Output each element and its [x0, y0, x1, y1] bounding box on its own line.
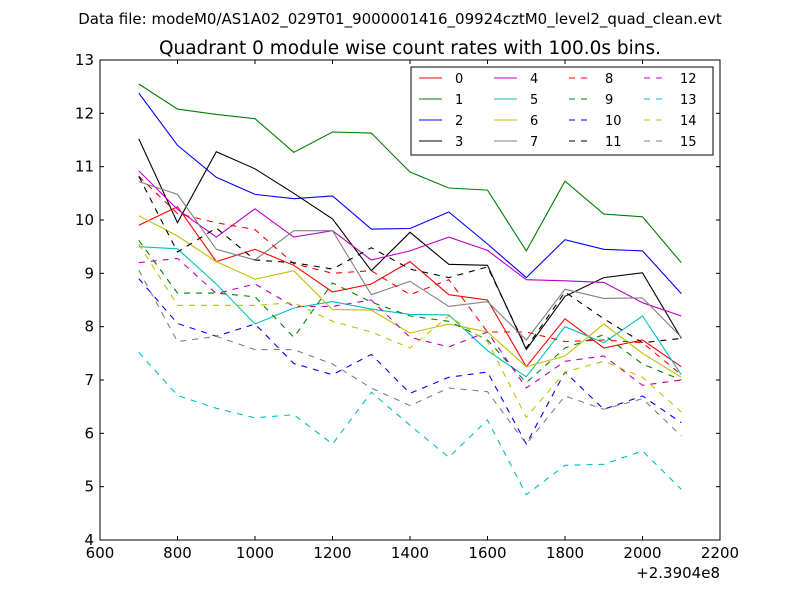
series-line-9: [138, 239, 682, 384]
series-line-15: [138, 269, 682, 445]
legend-label-12: 12: [680, 72, 697, 87]
y-tick-label-11: 11: [75, 158, 94, 176]
y-tick-label-4: 4: [84, 531, 94, 549]
legend-label-9: 9: [605, 93, 613, 108]
series-line-8: [138, 175, 682, 376]
legend-label-3: 3: [455, 135, 463, 150]
series-line-11: [138, 176, 682, 350]
legend-label-0: 0: [455, 72, 463, 87]
series-line-2: [138, 92, 682, 294]
y-tick-label-12: 12: [75, 104, 94, 122]
x-offset-label: +2.3904e8: [636, 564, 720, 582]
series-line-1: [138, 83, 682, 264]
x-tick-label-1000: 1000: [236, 544, 274, 562]
legend-frame: [410, 66, 714, 156]
series-line-13: [138, 351, 682, 496]
y-tick-label-9: 9: [84, 264, 94, 282]
y-tick-label-6: 6: [84, 424, 94, 442]
x-tick-label-800: 800: [163, 544, 192, 562]
legend-label-10: 10: [605, 114, 622, 129]
legend-label-7: 7: [530, 135, 538, 150]
legend-label-6: 6: [530, 114, 538, 129]
x-tick-label-600: 600: [86, 544, 115, 562]
legend-label-1: 1: [455, 93, 463, 108]
series-line-5: [138, 246, 682, 378]
chart-title: Quadrant 0 module wise count rates with …: [159, 38, 661, 59]
y-tick-label-7: 7: [84, 371, 94, 389]
legend-label-11: 11: [605, 135, 622, 150]
y-tick-label-8: 8: [84, 318, 94, 336]
series-line-10: [138, 278, 682, 446]
x-tick-label-1600: 1600: [468, 544, 506, 562]
y-tick-label-13: 13: [75, 51, 94, 69]
series-line-7: [138, 181, 682, 341]
series-line-3: [138, 138, 682, 351]
legend-label-8: 8: [605, 72, 613, 87]
y-tick-label-10: 10: [75, 211, 94, 229]
x-tick-label-2200: 2200: [701, 544, 739, 562]
x-tick-label-1800: 1800: [546, 544, 584, 562]
tick-layer: 600 800 1000 1200 1400 1600 1800 2000 2200 4 5 6 7 8 9…: [75, 51, 739, 562]
series-line-12: [138, 257, 682, 389]
series-layer: [138, 83, 682, 496]
legend-label-4: 4: [530, 72, 538, 87]
legend-label-13: 13: [680, 93, 697, 108]
y-tick-label-5: 5: [84, 478, 94, 496]
series-line-14: [138, 243, 682, 419]
legend-label-2: 2: [455, 114, 463, 129]
legend-label-14: 14: [680, 114, 697, 129]
series-line-0: [138, 206, 682, 368]
legend-label-15: 15: [680, 135, 697, 150]
x-tick-label-2000: 2000: [623, 544, 661, 562]
x-tick-label-1400: 1400: [391, 544, 429, 562]
legend-label-5: 5: [530, 93, 538, 108]
data-file-line: Data file: modeM0/AS1A02_029T01_90000014…: [78, 10, 722, 29]
series-line-4: [138, 170, 682, 317]
series-line-6: [138, 215, 682, 378]
x-tick-label-1200: 1200: [313, 544, 351, 562]
